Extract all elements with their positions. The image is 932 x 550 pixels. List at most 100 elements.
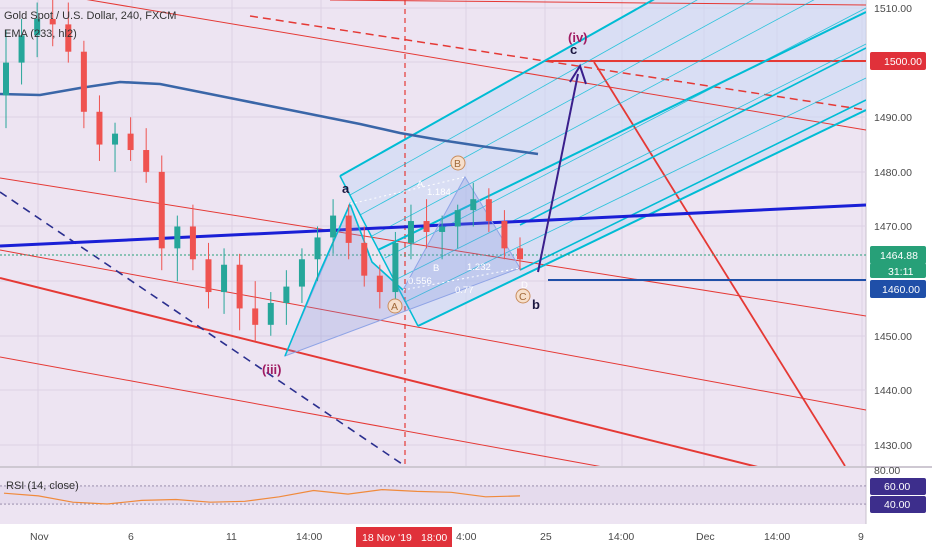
projection-line: [537, 73, 579, 273]
y-tick: 1490.00: [874, 112, 912, 124]
svg-text:40.00: 40.00: [884, 499, 910, 511]
projection-arrowhead: [569, 63, 587, 85]
drawings: [0, 0, 866, 466]
red-channel-line: [0, 249, 866, 411]
circle-C-marker: C: [515, 288, 531, 304]
point-D-label: D: [521, 280, 528, 291]
candle-body: [65, 24, 72, 52]
svg-text:1500.00: 1500.00: [884, 56, 922, 68]
x-tick: 14:00: [296, 531, 322, 543]
x-tick: 25: [540, 531, 552, 543]
ema-legend: EMA (233, hl2): [4, 28, 77, 40]
rsi-background: [0, 468, 866, 524]
red-channel-line: [86, 0, 866, 131]
red-channel-line: [0, 356, 601, 466]
wave-a-label: a: [342, 181, 350, 196]
candle-body: [501, 221, 508, 249]
red-drop-line: [593, 61, 846, 466]
candle-body: [189, 226, 196, 260]
candle-body: [454, 210, 461, 227]
candle-body: [298, 259, 305, 287]
badge-last-price: 1464.88: [870, 246, 926, 264]
candle-body: [96, 111, 103, 145]
candle-body: [392, 242, 399, 293]
badge-countdown: 31:11: [870, 263, 926, 278]
candle-body: [517, 248, 523, 260]
wave-iii-label: (iii): [262, 362, 282, 377]
candle-body: [112, 133, 119, 145]
x-tick-highlight: [356, 527, 452, 547]
pitchfork-inner: [349, 0, 866, 303]
red-channel-thick: [0, 277, 758, 466]
candle-body: [127, 133, 134, 151]
wave-b-label: b: [532, 297, 540, 312]
candle-body: [485, 199, 492, 222]
x-tick-highlighted: 18 Nov '19: [362, 532, 412, 544]
y-tick: 1450.00: [874, 331, 912, 343]
circle-B-marker: B: [450, 155, 466, 171]
badge-1500: 1500.00: [870, 52, 926, 70]
pitchfork-fill: [340, 0, 866, 326]
candles: [3, 0, 523, 342]
svg-text:1460.00: 1460.00: [882, 284, 920, 296]
navy-dashed-line: [0, 191, 406, 466]
point-B-label: B: [433, 263, 439, 274]
svg-text:A: A: [391, 301, 398, 313]
candle-body: [236, 264, 243, 309]
badge-rsi-40: 40.00: [870, 496, 926, 513]
x-tick: Nov: [30, 531, 49, 543]
svg-text:C: C: [519, 291, 527, 303]
pitchfork-upper: [339, 0, 655, 177]
rsi-tick-80: 80.00: [874, 465, 900, 477]
fib-label-2: 1.232: [467, 262, 491, 273]
x-tick: 4:00: [456, 531, 477, 543]
candle-body: [158, 171, 165, 249]
blue-trendline: [0, 203, 866, 248]
x-tick: 14:00: [608, 531, 634, 543]
red-channel-line: [329, 0, 866, 6]
red-channel-line: [0, 177, 866, 317]
wave-iv-label: (iv): [568, 30, 588, 45]
fib-label-4: 0.77: [455, 285, 474, 296]
time-axis: Nov 6 11 14:00 18 Nov '19 18:00 4:00 25 …: [30, 527, 864, 547]
y-tick: 1430.00: [874, 440, 912, 452]
candle-body: [221, 264, 228, 293]
svg-text:1464.88: 1464.88: [880, 250, 918, 262]
candle-body: [174, 226, 181, 249]
candle-body: [376, 275, 383, 293]
candle-body: [470, 199, 477, 211]
wave-c-label: c: [570, 42, 577, 57]
badge-rsi-60: 60.00: [870, 478, 926, 495]
rsi-legend: RSI (14, close): [6, 480, 79, 492]
point-A-label: A: [417, 179, 424, 190]
svg-text:31:11: 31:11: [888, 266, 914, 278]
x-tick: Dec: [696, 531, 715, 543]
candle-body: [407, 221, 414, 243]
candle-body: [283, 286, 290, 303]
x-tick: 11: [226, 531, 237, 543]
y-tick: 1480.00: [874, 167, 912, 179]
candle-body: [34, 18, 41, 36]
candle-body: [143, 150, 150, 172]
x-tick: 9: [858, 531, 864, 543]
pitchfork-base: [339, 175, 419, 327]
time-axis-background: [0, 524, 932, 550]
circle-A-marker: A: [387, 298, 403, 314]
candle-body: [330, 215, 337, 238]
candle-body: [205, 259, 212, 293]
price-axis: 1510.00 1490.00 1480.00 1470.00 1450.00 …: [874, 3, 912, 477]
svg-text:B: B: [454, 158, 461, 170]
fib-label-3: 0.556: [408, 276, 432, 287]
badge-1460: 1460.00: [870, 280, 926, 298]
y-tick: 1510.00: [874, 3, 912, 15]
pitchfork-ext: [519, 99, 866, 271]
candle-body: [252, 308, 259, 325]
candle-body: [439, 226, 446, 232]
candle-body: [361, 242, 368, 276]
x-tick: 6: [128, 531, 134, 543]
candle-body: [80, 51, 87, 112]
candle-body: [49, 18, 56, 25]
candle-body: [345, 215, 352, 243]
rsi-line: [3, 488, 521, 505]
